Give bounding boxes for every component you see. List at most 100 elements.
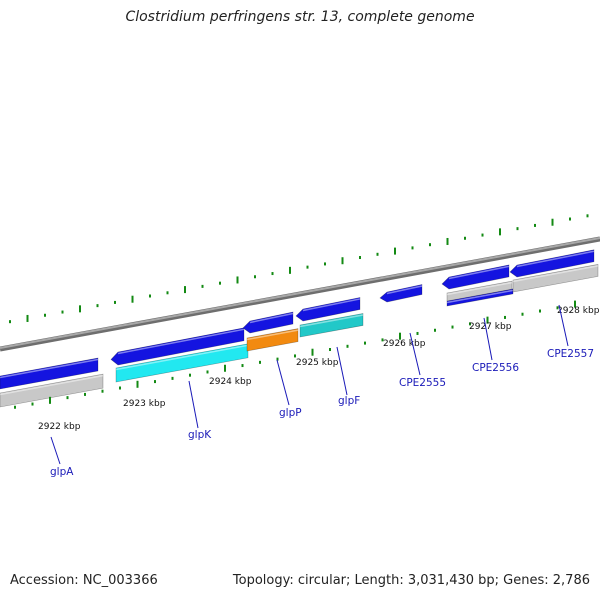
outer-tick — [411, 246, 414, 250]
outer-tick — [516, 227, 519, 231]
inner-tick — [434, 328, 436, 332]
gene-label-leader — [276, 359, 290, 406]
inner-tick — [259, 360, 261, 364]
gene-labels: glpA glpK glpP glpF CPE2555 CPE2556 CPE2557 — [50, 304, 594, 478]
inner-tick — [381, 338, 384, 342]
outer-tick — [184, 286, 186, 294]
gene-glpF-highlight — [302, 298, 361, 312]
outer-tick — [289, 266, 291, 274]
outer-tick — [254, 275, 256, 279]
gene-label-leader — [336, 346, 348, 396]
outer-tick — [79, 305, 81, 313]
gene-features — [0, 249, 599, 408]
inner-tick — [154, 380, 156, 384]
cds-glpK — [115, 343, 249, 383]
inner-tick — [119, 386, 121, 390]
inner-tick — [311, 348, 314, 356]
inner-tick-marks — [14, 300, 576, 409]
outer-tick — [586, 214, 589, 218]
gene-label: CPE2557 — [547, 348, 594, 360]
outer-tick — [324, 262, 326, 266]
gene-label: glpA — [50, 466, 74, 478]
outer-tick — [131, 295, 134, 303]
cds-CPE2557-highlight — [512, 265, 599, 283]
inner-tick — [136, 380, 139, 388]
gene-CPE2557-highlight — [516, 250, 595, 268]
outer-tick — [114, 300, 116, 304]
gene-CPE2556-lower-highlight — [446, 289, 514, 304]
inner-tick — [399, 332, 401, 340]
inner-tick — [276, 357, 279, 361]
inner-tick — [486, 316, 489, 324]
inner-tick — [206, 370, 209, 374]
cds-glpK-highlight — [115, 344, 249, 371]
kbp-label: 2924 kbp — [209, 377, 252, 387]
inner-tick — [294, 354, 296, 358]
inner-tick — [416, 331, 419, 335]
inner-tick — [101, 389, 104, 393]
outer-tick — [569, 217, 571, 221]
outer-tick — [149, 294, 151, 298]
cds-glpF — [299, 313, 364, 338]
cds-glpA — [0, 373, 104, 408]
accession-text: Accession: NC_003366 — [10, 573, 158, 588]
outer-tick — [9, 320, 11, 324]
outer-tick — [359, 256, 361, 260]
inner-tick — [504, 315, 506, 319]
inner-tick — [84, 392, 86, 396]
gene-glpA-highlight — [0, 358, 99, 379]
cds-CPE2556-highlight — [446, 281, 513, 296]
gene-CPE2555 — [379, 284, 423, 303]
backbone — [0, 236, 600, 352]
outer-tick — [481, 233, 484, 237]
gene-CPE2557 — [509, 249, 595, 278]
gene-glpP-highlight — [249, 312, 294, 324]
outer-tick — [271, 272, 274, 276]
gene-label-leader — [409, 332, 421, 376]
outer-tick — [26, 314, 29, 322]
gene-label: glpF — [338, 395, 360, 407]
gene-label-leader — [50, 436, 61, 465]
gene-glpK — [110, 327, 245, 366]
kbp-axis-labels: 2922 kbp 2923 kbp 2924 kbp 2925 kbp 2926 kbp… — [38, 306, 600, 432]
outer-tick — [429, 243, 431, 247]
cds-CPE2557 — [512, 264, 599, 293]
inner-tick — [329, 348, 331, 352]
outer-tick — [201, 284, 204, 288]
inner-tick — [66, 396, 69, 400]
outer-tick — [96, 304, 99, 308]
inner-tick — [469, 322, 471, 326]
cds-glpF-highlight — [299, 314, 364, 328]
inner-tick — [521, 312, 524, 316]
inner-tick — [574, 300, 576, 308]
inner-tick — [171, 376, 174, 380]
gene-label: CPE2555 — [399, 377, 446, 389]
inner-tick — [14, 405, 16, 409]
gene-label: glpK — [188, 429, 212, 441]
gene-glpK-highlight — [117, 328, 245, 355]
cds-glpP-highlight — [246, 329, 299, 341]
kbp-label: 2922 kbp — [38, 422, 81, 432]
outer-tick — [394, 247, 396, 255]
outer-tick — [219, 281, 221, 285]
gene-label-leader — [558, 304, 569, 347]
cds-CPE2556 — [446, 280, 513, 302]
outer-tick — [341, 257, 344, 265]
inner-tick — [346, 344, 349, 348]
gene-glpA — [0, 357, 99, 390]
gene-CPE2555-highlight — [386, 285, 423, 295]
outer-tick — [446, 237, 449, 245]
map-title: Clostridium perfringens str. 13, complet… — [125, 9, 475, 25]
outer-tick — [376, 252, 379, 256]
outer-tick — [61, 310, 64, 314]
inner-tick — [241, 364, 244, 368]
inner-tick — [539, 309, 541, 313]
kbp-label: 2927 kbp — [469, 322, 512, 332]
outer-tick — [464, 236, 466, 240]
kbp-label: 2926 kbp — [383, 339, 426, 349]
outer-tick — [236, 276, 239, 284]
inner-tick — [49, 396, 51, 404]
gene-label-leader — [188, 380, 199, 429]
inner-tick — [556, 306, 559, 310]
